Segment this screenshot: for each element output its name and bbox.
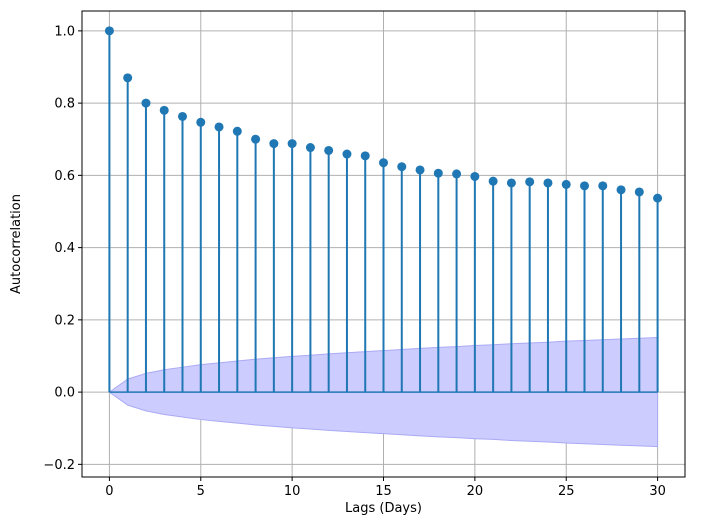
stem-marker	[506, 178, 516, 188]
stem-marker	[543, 178, 553, 188]
x-tick-label: 0	[105, 484, 113, 499]
stem-marker	[104, 26, 114, 36]
y-tick-label: −0.2	[43, 458, 75, 473]
stem-marker	[196, 117, 206, 127]
stem-marker	[561, 179, 571, 189]
stem-marker	[653, 193, 663, 203]
stem-marker	[433, 168, 443, 178]
y-tick-label: 0.2	[54, 313, 75, 328]
stem-marker	[269, 139, 279, 149]
x-tick-label: 10	[284, 484, 301, 499]
stem-marker	[342, 149, 352, 159]
stem-marker	[470, 171, 480, 181]
stem-marker	[305, 143, 315, 153]
y-tick-label: 0.4	[54, 241, 75, 256]
stem-series	[104, 26, 663, 393]
x-tick-label: 25	[558, 484, 575, 499]
stem-marker	[123, 73, 133, 83]
y-axis-label: Autocorrelation	[9, 194, 24, 294]
x-ticks: 0 5 10 15 20 25 30	[105, 477, 666, 499]
x-tick-label: 30	[649, 484, 666, 499]
stem-marker	[415, 165, 425, 175]
stem-marker	[324, 145, 334, 155]
stem-marker	[525, 177, 535, 187]
stem-marker	[379, 158, 388, 168]
x-tick-label: 20	[467, 484, 484, 499]
y-ticks: −0.2 0.0 0.2 0.4 0.6 0.8 1.0	[43, 24, 82, 473]
stem-marker	[488, 176, 498, 186]
y-tick-label: 0.0	[54, 386, 75, 401]
stem-marker	[214, 122, 224, 132]
stem-marker	[159, 105, 169, 115]
stem-marker	[580, 181, 589, 191]
stem-marker	[397, 162, 407, 172]
x-tick-label: 5	[197, 484, 205, 499]
stem-marker	[452, 169, 462, 179]
x-axis-label: Lags (Days)	[345, 501, 422, 516]
stem-marker	[251, 134, 261, 144]
stem-marker	[360, 151, 370, 161]
stem-marker	[232, 126, 242, 136]
stem-marker	[634, 187, 644, 197]
y-tick-label: 1.0	[54, 24, 75, 39]
stem-marker	[598, 181, 608, 191]
x-tick-label: 15	[375, 484, 392, 499]
y-tick-label: 0.8	[54, 97, 75, 112]
stem-marker	[141, 98, 151, 108]
stem-marker	[287, 139, 297, 149]
stem-marker	[178, 111, 187, 121]
y-tick-label: 0.6	[54, 169, 75, 184]
stem-marker	[616, 185, 626, 195]
